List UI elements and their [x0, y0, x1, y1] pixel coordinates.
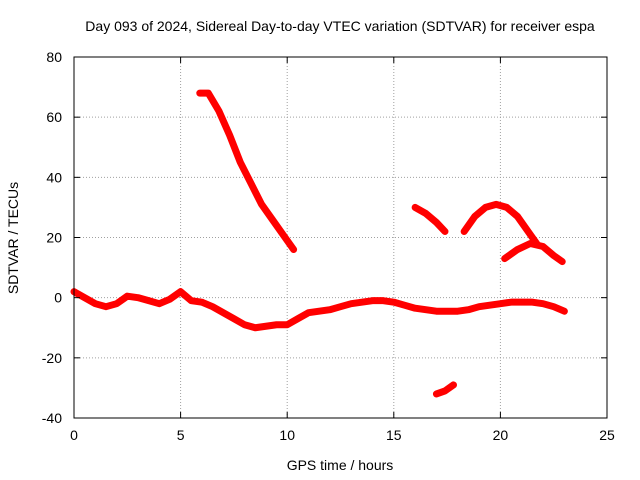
data-point	[433, 219, 439, 225]
data-point	[280, 231, 286, 237]
data-point	[205, 90, 211, 96]
y-tick-label: 40	[46, 169, 62, 185]
data-point	[295, 316, 301, 322]
data-point	[476, 304, 482, 310]
data-point	[514, 213, 520, 219]
y-tick-label: 0	[54, 290, 62, 306]
data-point	[502, 256, 508, 262]
data-point	[442, 388, 448, 394]
data-point	[412, 305, 418, 311]
y-axis-label: SDTVAR / TECUs	[5, 182, 21, 294]
data-point	[135, 295, 141, 301]
data-point	[559, 259, 565, 265]
data-point	[444, 308, 450, 314]
data-point	[551, 253, 557, 259]
data-point	[231, 316, 237, 322]
data-point	[497, 301, 503, 307]
data-point	[391, 299, 397, 305]
data-point	[551, 304, 557, 310]
data-point	[338, 304, 343, 310]
data-point	[274, 322, 280, 328]
data-point	[291, 247, 297, 253]
data-point	[259, 201, 265, 207]
grid	[74, 57, 607, 418]
data-point	[465, 307, 471, 313]
data-point	[263, 323, 269, 329]
data-point	[433, 308, 439, 314]
y-tick-label: 60	[46, 109, 62, 125]
x-tick-label: 10	[279, 427, 295, 443]
data-point	[380, 298, 386, 304]
x-tick-label: 5	[177, 427, 185, 443]
x-tick-label: 15	[386, 427, 402, 443]
data-point	[242, 322, 248, 328]
data-point	[188, 298, 194, 304]
series-track-d	[501, 240, 566, 266]
data-point	[156, 301, 162, 307]
x-tick-label: 0	[70, 427, 78, 443]
data-point	[401, 302, 407, 308]
data-point	[369, 298, 375, 304]
data-point	[461, 228, 467, 234]
data-point	[284, 322, 290, 328]
axis-ticks: 0 5 10 15 20 25 -40 -20 0 20 40 60 80	[42, 49, 615, 443]
plot-area	[70, 89, 568, 398]
data-point	[316, 308, 322, 314]
data-point	[237, 159, 243, 165]
data-point	[493, 201, 499, 207]
data-point	[146, 298, 152, 304]
data-point	[472, 213, 478, 219]
data-point	[519, 299, 525, 305]
data-point	[167, 296, 173, 302]
data-point	[220, 310, 226, 316]
data-point	[216, 108, 222, 114]
data-point	[540, 244, 546, 250]
x-tick-label: 20	[493, 427, 509, 443]
data-point	[504, 204, 510, 210]
data-point	[114, 301, 120, 307]
data-point	[327, 307, 333, 313]
y-tick-label: 80	[46, 49, 62, 65]
data-point	[348, 301, 354, 307]
data-point	[514, 247, 520, 253]
data-point	[450, 382, 456, 388]
y-tick-label: -20	[42, 350, 62, 366]
data-point	[210, 304, 216, 310]
x-axis-label: GPS time / hours	[287, 457, 394, 473]
data-point	[92, 301, 98, 307]
data-point	[197, 90, 203, 96]
y-tick-label: 20	[46, 230, 62, 246]
data-point	[423, 210, 429, 216]
y-tick-label: -40	[42, 410, 62, 426]
data-point	[227, 132, 233, 138]
data-point	[529, 299, 535, 305]
data-point	[199, 299, 205, 305]
data-point	[540, 301, 546, 307]
data-point	[433, 391, 439, 397]
data-point	[423, 307, 429, 313]
data-point	[103, 304, 109, 310]
series-track-a	[196, 89, 298, 254]
data-point	[455, 308, 461, 314]
data-point	[82, 295, 88, 301]
data-point	[482, 204, 488, 210]
data-point	[306, 310, 312, 316]
data-point	[508, 299, 514, 305]
data-point	[487, 302, 493, 308]
data-point	[525, 228, 531, 234]
data-point	[252, 325, 258, 331]
data-point	[442, 228, 448, 234]
data-point	[178, 289, 184, 295]
data-point	[359, 299, 365, 305]
x-tick-label: 25	[599, 427, 615, 443]
data-point	[124, 293, 130, 299]
chart-title: Day 093 of 2024, Sidereal Day-to-day VTE…	[85, 18, 595, 34]
data-point	[412, 204, 418, 210]
data-point	[527, 241, 533, 247]
series-track-b	[411, 203, 449, 235]
data-point	[248, 180, 254, 186]
data-point	[561, 308, 567, 314]
data-point	[269, 216, 275, 222]
